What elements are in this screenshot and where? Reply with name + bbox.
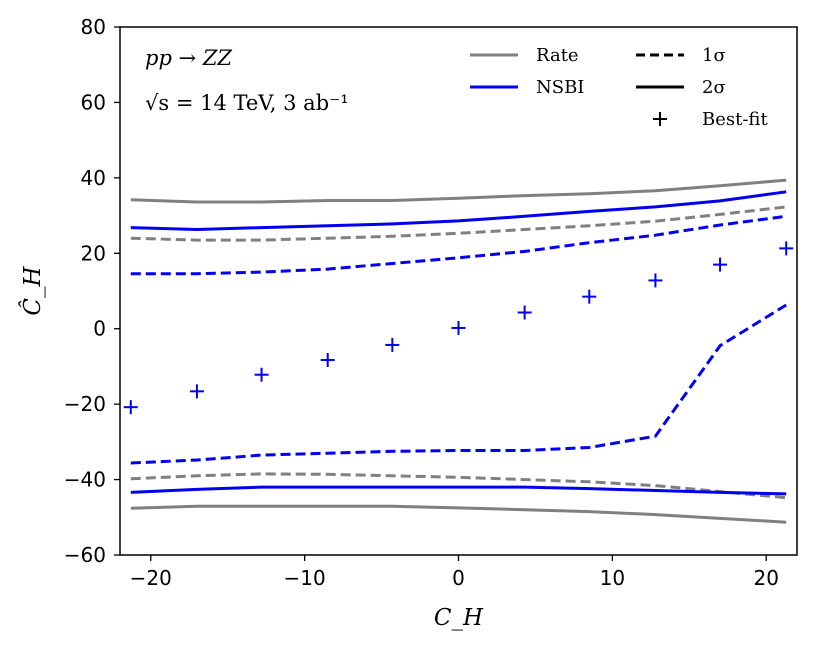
- legend: Rate NSBI 1σ 2σ Best-fit: [470, 45, 768, 130]
- x-tick-label: 0: [452, 566, 465, 590]
- y-tick-label: −60: [64, 543, 106, 567]
- y-tick-label: 40: [81, 166, 106, 190]
- best-fit-point: [779, 241, 794, 256]
- y-tick-label: 20: [81, 241, 106, 265]
- annotation-block: pp → ZZ √s = 14 TeV, 3 ab⁻¹: [145, 46, 349, 115]
- series-line-nsbi-2-lower: [130, 485, 787, 496]
- y-tick-label: −20: [64, 392, 106, 416]
- series-layer: [130, 178, 787, 524]
- best-fit-markers: [123, 241, 794, 415]
- x-tick-label: −10: [284, 566, 326, 590]
- legend-swatch-best-fit: [653, 112, 667, 126]
- y-tick-label: 0: [93, 317, 106, 341]
- series-line-nsbi-1-lower: [130, 303, 787, 465]
- annotation-energy-lumi: √s = 14 TeV, 3 ab⁻¹: [145, 91, 349, 115]
- best-fit-point: [189, 384, 204, 399]
- series-line-nsbi-1-upper: [130, 214, 787, 276]
- series-line-rate-2-upper: [130, 178, 787, 204]
- annotation-process: pp → ZZ: [145, 46, 232, 70]
- x-tick-label: 10: [600, 566, 625, 590]
- best-fit-point: [123, 400, 138, 415]
- series-line-nsbi-2-upper: [130, 190, 787, 231]
- best-fit-point: [320, 353, 335, 368]
- legend-label-1sigma: 1σ: [702, 45, 726, 66]
- legend-label-rate: Rate: [536, 45, 579, 66]
- legend-label-best-fit: Best-fit: [702, 109, 768, 130]
- legend-label-nsbi: NSBI: [536, 77, 584, 98]
- x-tick-label: −20: [130, 566, 172, 590]
- x-axis-label: C_H: [434, 605, 484, 631]
- y-tick-label: −40: [64, 468, 106, 492]
- best-fit-point: [648, 273, 663, 288]
- series-line-rate-1-upper: [130, 205, 787, 242]
- series-line-rate-2-lower: [130, 504, 787, 524]
- y-axis-label: Ĉ_H: [19, 265, 46, 315]
- best-fit-point: [713, 257, 728, 272]
- best-fit-point: [582, 289, 597, 304]
- best-fit-point: [385, 337, 400, 352]
- y-tick-label: 80: [81, 15, 106, 39]
- best-fit-point: [517, 305, 532, 320]
- x-tick-label: 20: [754, 566, 779, 590]
- best-fit-point: [254, 367, 269, 382]
- best-fit-point: [451, 320, 466, 335]
- series-line-rate-1-lower: [130, 472, 787, 500]
- y-tick-label: 60: [81, 90, 106, 114]
- axes: −20 −10 0 10 20 −60 −40 −20 0 20 40 60 80 C_H Ĉ_H: [19, 15, 798, 631]
- legend-label-2sigma: 2σ: [702, 77, 726, 98]
